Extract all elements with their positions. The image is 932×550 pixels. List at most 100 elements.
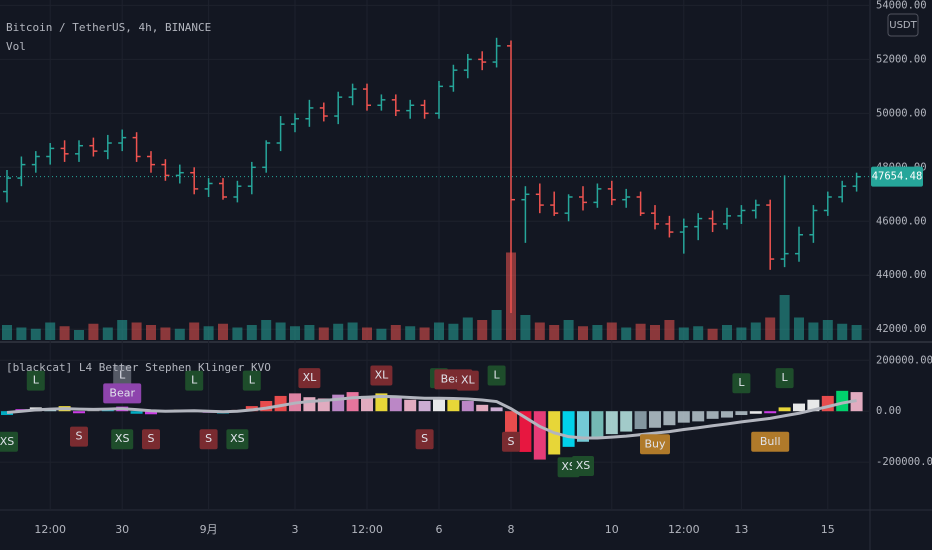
volume-bar (117, 320, 128, 340)
signal-tag-text: L (33, 374, 40, 387)
signal-tag-text: L (119, 369, 126, 382)
signal-tag-text: S (508, 435, 515, 448)
oscillator-bar (591, 411, 604, 437)
x-tick-label: 12:00 (351, 523, 383, 536)
volume-bar (362, 327, 372, 340)
signal-tag (185, 370, 204, 391)
signal-tag (572, 455, 594, 476)
signal-tag (199, 429, 218, 450)
volume-bar (822, 320, 833, 340)
x-tick-label: 12:00 (34, 523, 66, 536)
volume-bar (664, 320, 675, 340)
volume-bar (750, 322, 761, 340)
volume-bar (650, 325, 660, 340)
last-price-box (871, 166, 923, 187)
oscillator-bar (677, 411, 690, 423)
signal-tag (751, 431, 790, 452)
volume-bar (477, 320, 488, 340)
volume-bar (606, 322, 617, 340)
signal-tag-text: L (494, 369, 501, 382)
x-tick-label: 8 (508, 523, 515, 536)
volume-bar (621, 327, 632, 340)
oscillator-bar (461, 401, 474, 412)
volume-bar (146, 325, 156, 340)
currency-box[interactable] (887, 13, 919, 37)
signal-tag (226, 429, 249, 450)
oscillator-bar (145, 411, 157, 415)
signal-tag-text: S (148, 432, 155, 445)
volume-bar (347, 322, 358, 340)
volume-bar (261, 320, 272, 340)
volume-bar (851, 325, 862, 340)
signal-tag-text: XS (230, 432, 245, 445)
x-tick-label: 12:00 (668, 523, 700, 536)
signal-tag (370, 365, 393, 386)
signal-tag (103, 383, 142, 404)
volume-bar (779, 295, 790, 340)
signal-tag-text: L (782, 371, 789, 384)
oscillator-bar (620, 411, 633, 432)
signal-tag (26, 370, 45, 391)
volume-bar (491, 310, 502, 340)
oscillator-bar (332, 394, 345, 412)
signal-tag (775, 368, 794, 389)
signal-tag-text: S (76, 430, 83, 443)
volume-bar (549, 325, 560, 340)
signal-tag-text: XL (461, 374, 476, 387)
signal-tag (70, 426, 88, 447)
y2-tick-label: 200000.00 (876, 354, 932, 366)
y-tick-label: 44000.00 (876, 269, 927, 281)
volume-bar (794, 317, 804, 340)
signal-tag-text: XL (303, 371, 318, 384)
volume-bar (174, 328, 185, 340)
y-tick-label: 42000.00 (876, 323, 927, 335)
volume-bar (722, 325, 732, 340)
signal-tag-text: XS (115, 432, 130, 445)
volume-bar (678, 327, 689, 340)
volume-bar (218, 323, 228, 340)
oscillator-bar (836, 390, 849, 412)
volume-bar (837, 323, 848, 340)
oscillator-bar (735, 411, 748, 416)
oscillator-bar (562, 411, 575, 447)
volume-bar (563, 320, 574, 340)
volume-bar (232, 327, 243, 340)
volume-bar (333, 323, 344, 340)
volume-bar (390, 325, 401, 340)
x-tick-label: 6 (436, 523, 443, 536)
marks (0, 37, 870, 460)
last-price-label: 47654.48 (872, 171, 923, 183)
volume-bar (88, 323, 99, 340)
y-tick-label: 46000.00 (876, 215, 927, 227)
oscillator-bar (519, 411, 532, 452)
x-tick-label: 3 (292, 523, 299, 536)
y-tick-label: 54000.00 (876, 0, 927, 11)
oscillator-bar (605, 411, 618, 435)
volume-bar (16, 327, 27, 340)
grid (0, 0, 870, 510)
volume-bar (520, 315, 531, 340)
x-tick-label: 9月 (200, 523, 218, 536)
x-tick-label: 15 (821, 523, 835, 536)
signal-tag (111, 429, 134, 450)
volume-bar (246, 325, 257, 340)
volume-bar (59, 326, 70, 340)
oscillator-bar (692, 411, 705, 422)
volume-bar (74, 330, 84, 340)
oscillator-bar (533, 411, 546, 460)
signal-tag-text: Bear (109, 386, 135, 399)
volume-bar (203, 326, 214, 340)
signal-tag-text: S (421, 432, 428, 445)
oscillator-bar (490, 407, 503, 412)
volume-bar (578, 326, 588, 340)
signal-tag (732, 373, 751, 394)
signal-tag (415, 429, 434, 450)
oscillator-bar (706, 411, 719, 419)
y2-tick-label: 0.00 (876, 405, 901, 417)
volume-bar (376, 328, 387, 340)
signal-tag-text: XS (576, 459, 591, 472)
x-tick-label: 30 (115, 523, 129, 536)
signal-tag (487, 365, 506, 386)
currency: USDT (889, 20, 917, 31)
